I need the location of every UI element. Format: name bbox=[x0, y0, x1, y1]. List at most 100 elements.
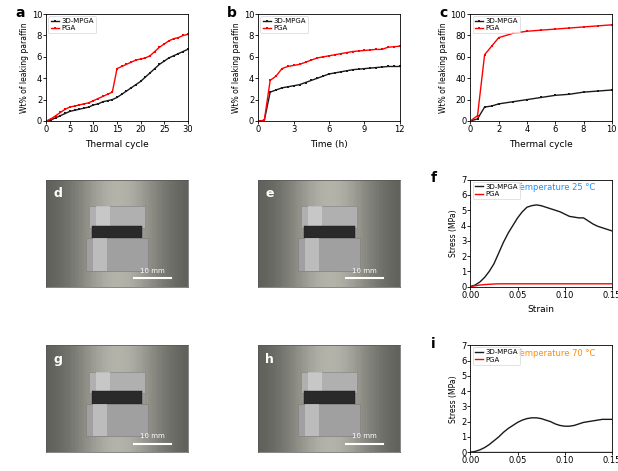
PGA bbox=[366, 47, 374, 53]
3D-MPGA bbox=[123, 88, 130, 94]
PGA bbox=[349, 49, 357, 54]
PGA bbox=[561, 449, 569, 455]
Bar bbox=[110, 345, 112, 452]
Bar bbox=[334, 180, 336, 286]
3D-MPGA bbox=[320, 73, 327, 79]
PGA bbox=[71, 103, 78, 109]
PGA bbox=[266, 78, 274, 83]
Bar bbox=[49, 345, 51, 452]
3D-MPGA bbox=[161, 58, 168, 64]
Bar bbox=[282, 345, 284, 452]
3D-MPGA bbox=[575, 421, 583, 427]
3D-MPGA bbox=[504, 230, 512, 236]
3D-MPGA bbox=[273, 87, 280, 93]
PGA bbox=[331, 52, 339, 57]
PGA bbox=[580, 281, 587, 287]
Bar bbox=[296, 345, 298, 452]
3D-MPGA bbox=[500, 430, 507, 435]
Bar bbox=[141, 180, 143, 286]
3D-MPGA bbox=[170, 53, 177, 58]
3D-MPGA bbox=[355, 66, 362, 72]
Bar bbox=[58, 345, 61, 452]
PGA bbox=[481, 282, 488, 287]
Bar bbox=[164, 180, 166, 286]
3D-MPGA bbox=[266, 89, 274, 95]
Bar bbox=[315, 345, 317, 452]
Bar bbox=[77, 180, 79, 286]
Bar bbox=[133, 180, 136, 286]
Bar bbox=[298, 404, 360, 436]
Y-axis label: Wt% of leaking paraffin: Wt% of leaking paraffin bbox=[439, 22, 448, 113]
Bar bbox=[96, 180, 98, 286]
Bar bbox=[87, 345, 89, 452]
Bar bbox=[67, 180, 70, 286]
3D-MPGA bbox=[580, 215, 587, 221]
Bar bbox=[310, 345, 313, 452]
Bar bbox=[124, 345, 127, 452]
Bar bbox=[397, 345, 400, 452]
Text: 10 mm: 10 mm bbox=[352, 433, 377, 439]
Bar bbox=[145, 345, 148, 452]
Bar bbox=[112, 345, 115, 452]
Bar bbox=[305, 180, 308, 286]
PGA bbox=[146, 53, 154, 58]
3D-MPGA bbox=[509, 99, 517, 105]
Bar bbox=[131, 180, 133, 286]
Line: 3D-MPGA: 3D-MPGA bbox=[469, 89, 613, 122]
Bar bbox=[317, 345, 320, 452]
Bar bbox=[162, 180, 164, 286]
PGA bbox=[523, 281, 531, 287]
Bar bbox=[82, 345, 84, 452]
3D-MPGA bbox=[361, 66, 368, 72]
3D-MPGA bbox=[481, 104, 488, 110]
PGA bbox=[313, 55, 321, 61]
Legend: 3D-MPGA, PGA: 3D-MPGA, PGA bbox=[473, 182, 520, 199]
Bar bbox=[365, 180, 367, 286]
Y-axis label: Stress (MPa): Stress (MPa) bbox=[449, 375, 458, 422]
Bar bbox=[51, 345, 53, 452]
Bar bbox=[282, 180, 284, 286]
Bar bbox=[329, 345, 331, 452]
3D-MPGA bbox=[552, 421, 559, 427]
3D-MPGA bbox=[538, 95, 545, 100]
Bar bbox=[66, 345, 67, 452]
3D-MPGA bbox=[255, 118, 262, 124]
Bar bbox=[89, 206, 145, 228]
PGA bbox=[290, 63, 297, 68]
Bar bbox=[119, 180, 122, 286]
PGA bbox=[113, 66, 121, 72]
Bar bbox=[179, 345, 180, 452]
Bar bbox=[322, 180, 324, 286]
3D-MPGA bbox=[384, 64, 392, 69]
Bar bbox=[383, 345, 386, 452]
PGA bbox=[486, 449, 493, 455]
3D-MPGA bbox=[570, 214, 578, 220]
3D-MPGA bbox=[366, 65, 374, 71]
PGA bbox=[85, 100, 93, 106]
Bar bbox=[58, 180, 61, 286]
Bar bbox=[320, 180, 322, 286]
3D-MPGA bbox=[575, 215, 583, 221]
PGA bbox=[514, 449, 522, 455]
PGA bbox=[486, 282, 493, 287]
PGA bbox=[472, 449, 479, 455]
PGA bbox=[137, 56, 145, 62]
Bar bbox=[138, 345, 141, 452]
Bar bbox=[355, 345, 357, 452]
3D-MPGA bbox=[326, 71, 333, 77]
Bar bbox=[324, 345, 327, 452]
Bar bbox=[154, 345, 157, 452]
PGA bbox=[538, 27, 545, 33]
Bar bbox=[124, 180, 127, 286]
Bar bbox=[159, 180, 162, 286]
3D-MPGA bbox=[302, 80, 309, 85]
Bar bbox=[277, 345, 279, 452]
PGA bbox=[179, 32, 187, 38]
3D-MPGA bbox=[523, 204, 531, 210]
Bar bbox=[127, 345, 129, 452]
3D-MPGA bbox=[390, 64, 397, 69]
PGA bbox=[467, 449, 474, 455]
Bar bbox=[154, 180, 157, 286]
Bar bbox=[386, 345, 388, 452]
3D-MPGA bbox=[61, 111, 69, 116]
